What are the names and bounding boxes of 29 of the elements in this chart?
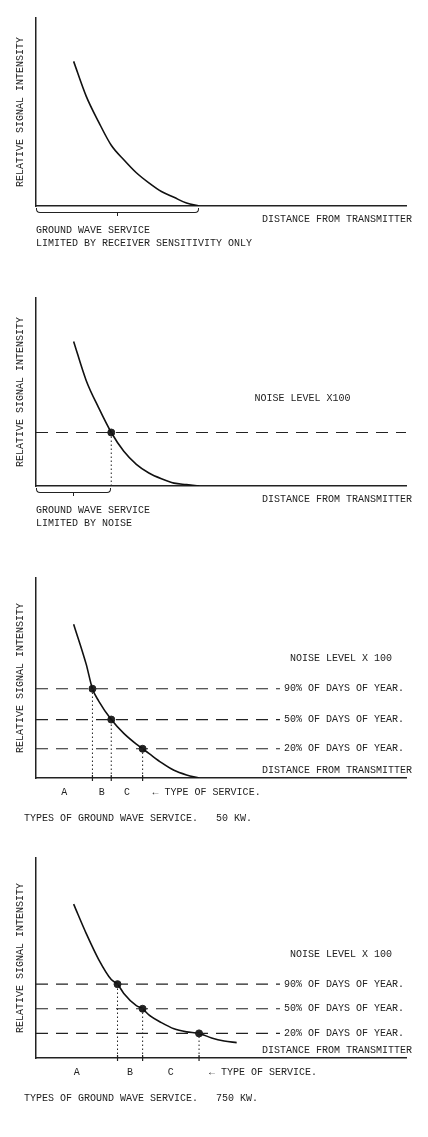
x-axis-title: DISTANCE FROM TRANSMITTER: [261, 1044, 412, 1056]
text: TYPES OF GROUND WAVE SERVICE. 50 KW.: [24, 812, 253, 824]
ref-line-label: 20% OF DAYS OF YEAR.: [283, 743, 405, 755]
ref-line-label: 20% OF DAYS OF YEAR.: [283, 1028, 405, 1040]
x-axis-title: DISTANCE FROM TRANSMITTER: [261, 213, 412, 225]
y-axis-title: RELATIVE SIGNAL INTENSITY: [14, 36, 26, 188]
ref-line-label: NOISE LEVEL X100: [254, 393, 351, 405]
text: A: [73, 1066, 80, 1078]
text: GROUND WAVE SERVICE LIMITED BY NOISE: [36, 504, 151, 529]
ref-line-label: 90% OF DAYS OF YEAR.: [283, 978, 405, 990]
x-axis-title: DISTANCE FROM TRANSMITTER: [261, 493, 412, 505]
y-axis-title: RELATIVE SIGNAL INTENSITY: [14, 316, 26, 468]
text: GROUND WAVE SERVICE LIMITED BY RECEIVER SENSITIVITY ONLY: [36, 224, 253, 249]
text: NOISE LEVEL X 100: [289, 653, 393, 665]
ref-line-label: 90% OF DAYS OF YEAR.: [283, 683, 405, 695]
y-axis-title: RELATIVE SIGNAL INTENSITY: [14, 882, 26, 1034]
text: ← TYPE OF SERVICE.: [209, 1066, 318, 1078]
text: NOISE LEVEL X 100: [289, 948, 393, 960]
x-axis-title: DISTANCE FROM TRANSMITTER: [261, 764, 412, 776]
text: C: [167, 1066, 174, 1078]
ref-line-label: 50% OF DAYS OF YEAR.: [283, 1003, 405, 1015]
text: B: [127, 1066, 134, 1078]
text: B: [98, 786, 105, 798]
text: C: [123, 786, 130, 798]
ref-line-label: 50% OF DAYS OF YEAR.: [283, 714, 405, 726]
text: ← TYPE OF SERVICE.: [152, 786, 261, 798]
text: A: [61, 786, 68, 798]
text: TYPES OF GROUND WAVE SERVICE. 750 KW.: [24, 1092, 259, 1104]
y-axis-title: RELATIVE SIGNAL INTENSITY: [14, 602, 26, 754]
